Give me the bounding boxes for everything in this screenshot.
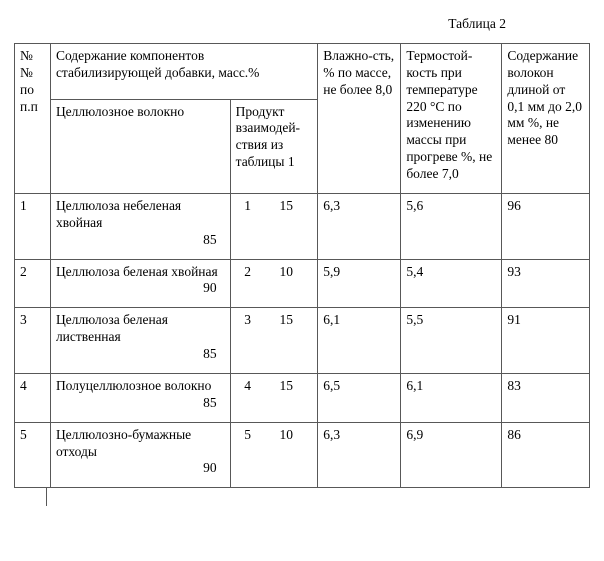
data-table: № № по п.п Содержание компонентов стабил… xyxy=(14,43,590,488)
table-row: 1Целлюлоза небеленая хвойная851 156,35,6… xyxy=(15,193,590,259)
fiber-name: Целлюлозно-бумажные отходы xyxy=(56,427,191,459)
product-mass-percent: 15 xyxy=(263,378,293,395)
cell-fiber-content: 93 xyxy=(502,259,590,308)
table-body: 1Целлюлоза небеленая хвойная851 156,35,6… xyxy=(15,193,590,487)
table-row: 4Полуцеллюлозное волокно854 156,56,183 xyxy=(15,373,590,422)
fiber-name: Целлюлоза беленая лиственная xyxy=(56,312,168,344)
fiber-mass-percent: 90 xyxy=(56,460,225,477)
cell-fiber: Целлюлозно-бумажные отходы90 xyxy=(50,422,230,488)
cell-moisture: 6,5 xyxy=(318,373,401,422)
cell-row-no: 1 xyxy=(15,193,51,259)
cell-product: 1 15 xyxy=(230,193,318,259)
col-row-no: № № по п.п xyxy=(15,43,51,193)
cell-row-no: 3 xyxy=(15,308,51,374)
fiber-mass-percent: 85 xyxy=(56,395,225,412)
fiber-mass-percent: 85 xyxy=(56,346,225,363)
fiber-name: Полуцеллюлозное волокно xyxy=(56,378,211,393)
scan-stub-line xyxy=(46,488,47,506)
cell-thermo: 5,4 xyxy=(401,259,502,308)
col-product: Продукт взаимодей-ствия из таблицы 1 xyxy=(230,99,318,193)
cell-fiber-content: 96 xyxy=(502,193,590,259)
cell-row-no: 2 xyxy=(15,259,51,308)
cell-product: 2 10 xyxy=(230,259,318,308)
cell-product: 5 10 xyxy=(230,422,318,488)
cell-moisture: 5,9 xyxy=(318,259,401,308)
cell-moisture: 6,3 xyxy=(318,193,401,259)
cell-thermo: 6,9 xyxy=(401,422,502,488)
cell-fiber: Полуцеллюлозное волокно 85 xyxy=(50,373,230,422)
cell-row-no: 4 xyxy=(15,373,51,422)
table-caption: Таблица 2 xyxy=(14,10,590,43)
product-index: 1 xyxy=(236,198,260,215)
product-index: 2 xyxy=(236,264,260,281)
fiber-mass-percent: 85 xyxy=(56,232,225,249)
cell-fiber: Целлюлоза беленая лиственная 85 xyxy=(50,308,230,374)
fiber-mass-percent: 90 xyxy=(56,280,225,297)
col-fiber-content: Содержание волокон длиной от 0,1 мм до 2… xyxy=(502,43,590,193)
cell-product: 3 15 xyxy=(230,308,318,374)
cell-fiber-content: 86 xyxy=(502,422,590,488)
cell-fiber: Целлюлоза небеленая хвойная 85 xyxy=(50,193,230,259)
cell-thermo: 6,1 xyxy=(401,373,502,422)
cell-product: 4 15 xyxy=(230,373,318,422)
cell-moisture: 6,3 xyxy=(318,422,401,488)
cell-thermo: 5,5 xyxy=(401,308,502,374)
table-row: 2Целлюлоза беленая хвойная902 105,95,493 xyxy=(15,259,590,308)
table-row: 3Целлюлоза беленая лиственная853 156,15,… xyxy=(15,308,590,374)
col-moisture: Влажно-сть, % по массе, не более 8,0 xyxy=(318,43,401,193)
table-row: 5Целлюлозно-бумажные отходы905 106,36,98… xyxy=(15,422,590,488)
cell-thermo: 5,6 xyxy=(401,193,502,259)
col-components-group: Содержание компонентов стабилизирующей д… xyxy=(50,43,317,99)
table-header-row: № № по п.п Содержание компонентов стабил… xyxy=(15,43,590,99)
product-index: 5 xyxy=(236,427,260,444)
product-index: 3 xyxy=(236,312,260,329)
product-mass-percent: 15 xyxy=(263,198,293,215)
col-fiber: Целлюлозное волокно xyxy=(50,99,230,193)
cell-fiber-content: 91 xyxy=(502,308,590,374)
cell-row-no: 5 xyxy=(15,422,51,488)
product-mass-percent: 15 xyxy=(263,312,293,329)
cell-fiber: Целлюлоза беленая хвойная90 xyxy=(50,259,230,308)
fiber-name: Целлюлоза беленая хвойная xyxy=(56,264,218,279)
product-mass-percent: 10 xyxy=(263,264,293,281)
cell-fiber-content: 83 xyxy=(502,373,590,422)
col-thermo: Термостой-кость при температуре 220 °C п… xyxy=(401,43,502,193)
fiber-name: Целлюлоза небеленая хвойная xyxy=(56,198,181,230)
product-index: 4 xyxy=(236,378,260,395)
product-mass-percent: 10 xyxy=(263,427,293,444)
cell-moisture: 6,1 xyxy=(318,308,401,374)
